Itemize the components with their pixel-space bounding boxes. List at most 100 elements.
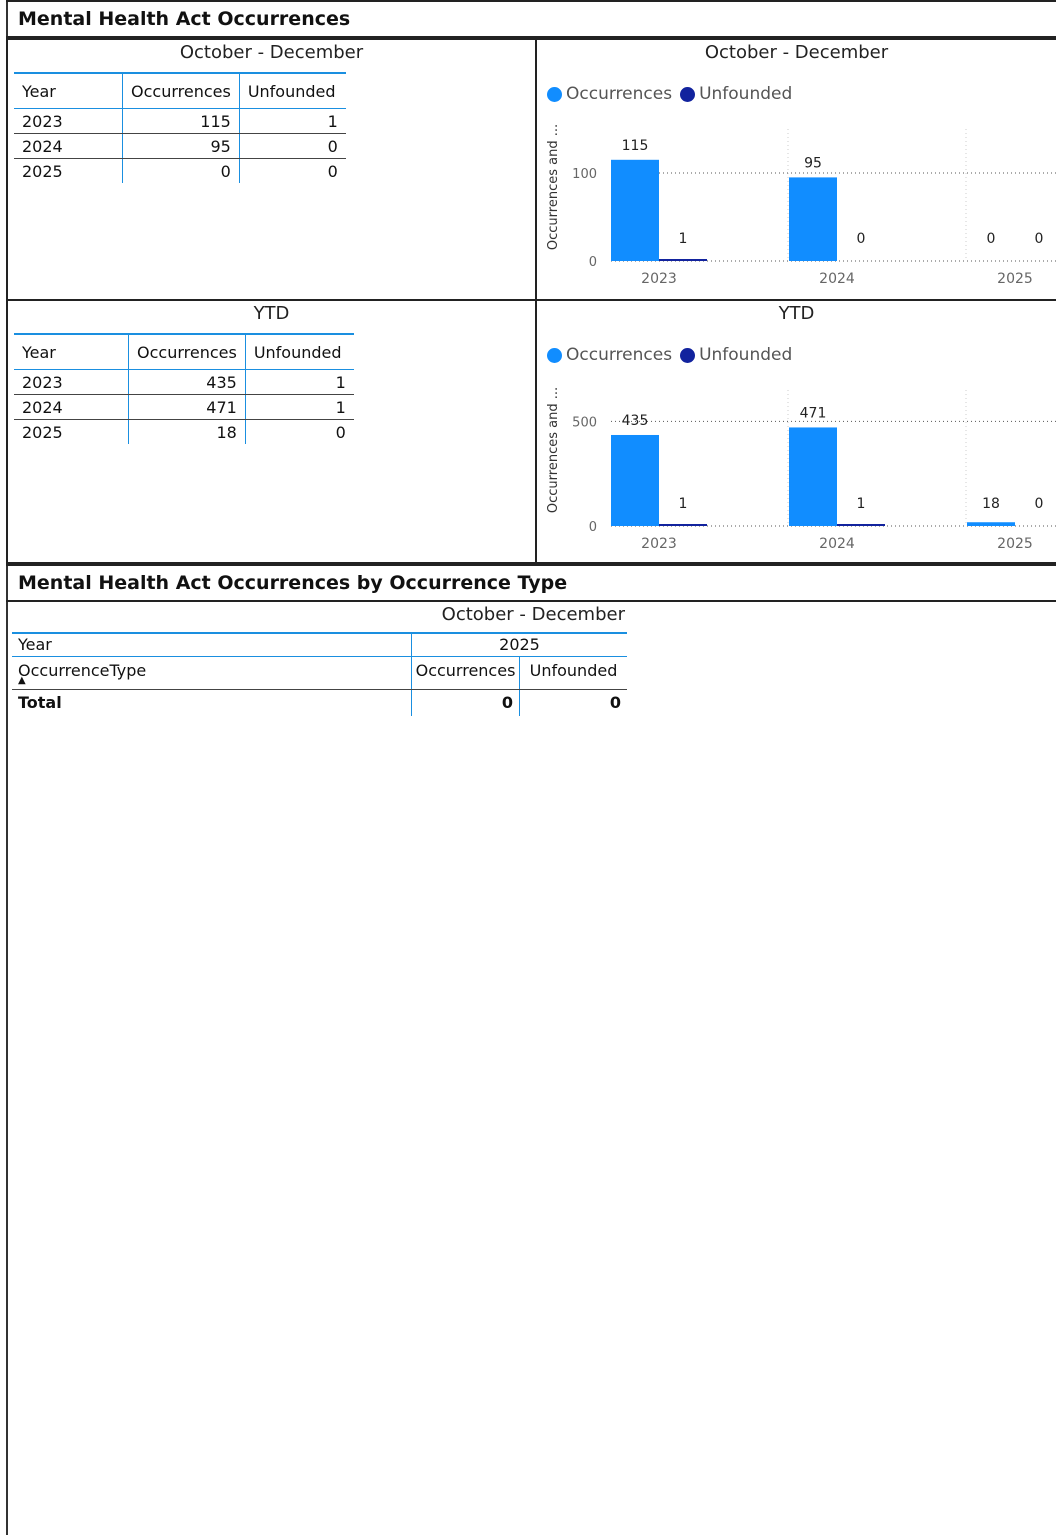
- table-row: 2023 115 1: [14, 108, 346, 134]
- bar-occurrences-2024: [789, 177, 837, 261]
- y-tick-label: 0: [589, 520, 597, 535]
- legend-occurrences-label: Occurrences: [566, 345, 673, 365]
- matrix-title: October - December: [441, 604, 625, 625]
- ytd-chart-panel: YTD Occurrences Unfounded Occurrences an…: [535, 299, 1056, 564]
- data-label: 115: [622, 138, 649, 154]
- report-frame: [6, 0, 1056, 1535]
- col-header-year[interactable]: Year: [14, 72, 123, 109]
- cell-unfounded: 1: [244, 394, 354, 420]
- data-label: 471: [800, 405, 827, 421]
- cell-year: 2025: [22, 422, 63, 442]
- bar-occurrences-2023: [611, 434, 659, 526]
- header-unfounded[interactable]: Unfounded: [519, 657, 627, 689]
- cell-occurrences: 95: [122, 133, 240, 159]
- chart-legend[interactable]: Occurrences Unfounded: [547, 345, 792, 365]
- total-row: Total 0 0: [12, 690, 627, 716]
- section-title: Mental Health Act Occurrences by Occurre…: [6, 564, 1056, 602]
- chart-title: YTD: [778, 303, 815, 324]
- section-title-text: Mental Health Act Occurrences: [18, 8, 351, 30]
- data-label: 0: [987, 231, 996, 247]
- legend-occurrences-label: Occurrences: [566, 84, 673, 104]
- cell-year: 2025: [22, 161, 63, 181]
- col-header-occurrences[interactable]: Occurrences: [122, 72, 240, 109]
- cell-unfounded: 1: [244, 369, 354, 395]
- legend-occurrences-marker: [547, 86, 562, 102]
- legend-unfounded-label: Unfounded: [699, 345, 793, 365]
- total-label: Total: [18, 693, 62, 712]
- bar-occurrences-2025: [967, 522, 1015, 526]
- col-header-year[interactable]: Year: [14, 333, 129, 370]
- x-tick-label: 2023: [641, 536, 677, 552]
- x-tick-label: 2024: [819, 271, 855, 287]
- y-tick-label: 500: [572, 415, 597, 430]
- cell-unfounded: 0: [238, 133, 346, 159]
- header-occurrences[interactable]: Occurrences: [411, 657, 519, 689]
- oct-dec-table-panel: October - December Year Occurrences Unfo…: [6, 38, 537, 301]
- matrix-year-row: Year 2025: [12, 632, 627, 656]
- col-header-unfounded[interactable]: Unfounded: [238, 72, 346, 109]
- table-row: 2023 435 1: [14, 369, 354, 395]
- data-label: 1: [679, 231, 688, 247]
- total-occurrences: 0: [411, 690, 519, 716]
- ytd-table-panel: YTD Year Occurrences Unfounded 2023 435 …: [6, 299, 537, 564]
- chart-legend[interactable]: Occurrences Unfounded: [547, 84, 792, 104]
- cell-unfounded: 0: [238, 158, 346, 183]
- cell-occurrences: 0: [122, 158, 240, 183]
- sort-ascending-icon[interactable]: ▲: [18, 675, 26, 686]
- cell-occurrences: 471: [128, 394, 246, 420]
- x-tick-label: 2023: [641, 271, 677, 287]
- occurrence-type-label: OccurrenceType: [18, 661, 147, 680]
- cell-occurrences: 435: [128, 369, 246, 395]
- bar-unfounded-2023: [659, 259, 707, 261]
- legend-unfounded-label: Unfounded: [699, 84, 793, 104]
- legend-unfounded-marker: [680, 347, 696, 363]
- x-tick-label: 2025: [997, 536, 1033, 552]
- year-value[interactable]: 2025: [411, 634, 627, 656]
- section-title: Mental Health Act Occurrences: [6, 0, 1056, 38]
- occurrence-type-matrix: October - December Year 2025 OccurrenceT…: [12, 604, 627, 716]
- bar-unfounded-2023: [659, 524, 707, 526]
- year-label[interactable]: Year: [18, 635, 52, 654]
- data-label: 18: [982, 496, 1000, 512]
- header-occurrence-type[interactable]: OccurrenceType ▲: [12, 657, 411, 689]
- data-label: 435: [622, 413, 649, 429]
- cell-unfounded: 0: [244, 419, 354, 444]
- total-unfounded: 0: [519, 690, 627, 716]
- table-row: 2024 471 1: [14, 394, 354, 420]
- legend-unfounded-marker: [680, 86, 696, 102]
- bar-occurrences-2023: [611, 159, 659, 261]
- table-row: 2025 0 0: [14, 158, 346, 183]
- ytd-table: Year Occurrences Unfounded 2023 435 1 20…: [14, 333, 354, 444]
- col-header-occurrences[interactable]: Occurrences: [128, 333, 246, 370]
- col-header-unfounded[interactable]: Unfounded: [244, 333, 354, 370]
- legend-occurrences-marker: [547, 347, 562, 363]
- x-tick-label: 2025: [997, 271, 1033, 287]
- bar-unfounded-2024: [837, 524, 885, 526]
- section-title-text: Mental Health Act Occurrences by Occurre…: [18, 572, 568, 594]
- ytd-bar-chart: Occurrences and ... 0 500 435 1 2023 471 1 2024 1…: [546, 387, 1056, 552]
- matrix-header-row: OccurrenceType ▲ Occurrences Unfounded: [12, 656, 627, 690]
- table-row: 2024 95 0: [14, 133, 346, 159]
- panel-title: YTD: [253, 303, 290, 324]
- data-label: 1: [679, 496, 688, 512]
- x-tick-label: 2024: [819, 536, 855, 552]
- y-axis-title: Occurrences and ...: [546, 124, 561, 250]
- cell-occurrences: 115: [122, 108, 240, 134]
- data-label: 0: [1035, 496, 1044, 512]
- chart-title: October - December: [704, 42, 889, 63]
- cell-year: 2023: [14, 108, 123, 134]
- cell-year: 2023: [14, 369, 129, 395]
- y-tick-label: 100: [572, 167, 597, 182]
- cell-occurrences: 18: [128, 419, 246, 444]
- data-label: 0: [857, 231, 866, 247]
- data-label: 0: [1035, 231, 1044, 247]
- data-label: 95: [804, 155, 822, 171]
- data-label: 1: [857, 496, 866, 512]
- cell-unfounded: 1: [238, 108, 346, 134]
- cell-year: 2024: [14, 133, 123, 159]
- oct-dec-bar-chart: Occurrences and ... 0 100 115 1 2023 95 0 2024 0 0…: [546, 124, 1056, 287]
- cell-year: 2024: [14, 394, 129, 420]
- y-axis-title: Occurrences and ...: [546, 387, 561, 513]
- oct-dec-chart-panel: October - December Occurrences Unfounded…: [535, 38, 1056, 301]
- oct-dec-table: Year Occurrences Unfounded 2023 115 1 20…: [14, 72, 346, 183]
